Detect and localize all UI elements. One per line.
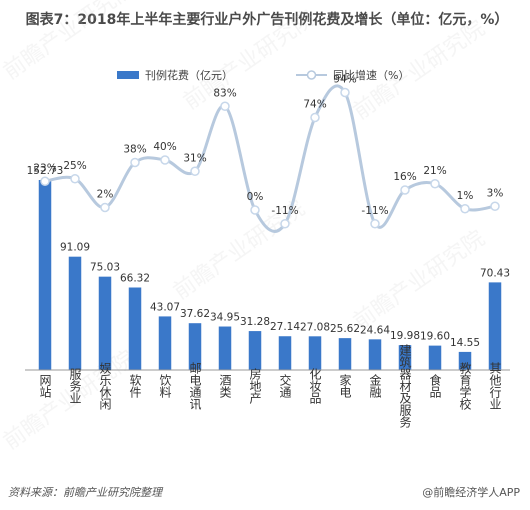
- bar-3: [129, 287, 142, 370]
- bar-value-label-6: 34.95: [210, 312, 240, 324]
- growth-marker-2: [101, 204, 109, 212]
- bar-0: [39, 180, 52, 370]
- legend-bar-label: 刊例花费（亿元）: [145, 68, 233, 82]
- x-tick-label-4: 饮料: [158, 374, 172, 398]
- growth-marker-0: [41, 177, 49, 185]
- bar-value-label-8: 27.14: [270, 321, 300, 333]
- growth-label-6: 83%: [213, 87, 236, 99]
- bar-value-label-12: 19.98: [390, 330, 420, 342]
- growth-marker-15: [491, 202, 499, 210]
- x-tick-label-15: 其他行业: [488, 362, 502, 410]
- growth-line: [45, 86, 495, 232]
- growth-marker-11: [371, 220, 379, 228]
- bar-value-label-1: 91.09: [60, 242, 90, 254]
- watermark-text: 前瞻产业研究院: [349, 226, 490, 335]
- bar-value-label-5: 37.62: [180, 308, 210, 320]
- x-tick-label-12: 建筑器材及服务: [398, 344, 412, 428]
- legend-bar-swatch: [117, 71, 139, 79]
- growth-marker-14: [461, 205, 469, 213]
- growth-label-0: 23%: [33, 162, 56, 174]
- x-tick-label-5: 邮电通讯: [188, 362, 202, 411]
- growth-marker-12: [401, 186, 409, 194]
- growth-label-1: 25%: [63, 160, 86, 172]
- growth-marker-13: [431, 180, 439, 188]
- growth-label-7: 0%: [247, 191, 264, 203]
- bar-13: [429, 346, 442, 370]
- growth-label-4: 40%: [153, 141, 176, 153]
- x-tick-label-2: 娱乐休闲: [98, 362, 112, 410]
- bar-15: [489, 282, 502, 370]
- x-tick-label-1: 服务业: [68, 368, 82, 404]
- bar-value-label-14: 14.55: [450, 337, 480, 349]
- growth-label-5: 31%: [183, 152, 206, 164]
- x-tick-label-10: 家电: [338, 373, 352, 398]
- growth-marker-9: [311, 114, 319, 122]
- bar-value-label-9: 27.08: [300, 321, 330, 333]
- x-tick-label-13: 食品: [428, 373, 442, 398]
- source-note: 资料来源：前瞻产业研究院整理: [8, 484, 162, 500]
- x-tick-label-11: 金融: [368, 373, 382, 399]
- growth-label-2: 2%: [97, 189, 114, 201]
- growth-marker-7: [251, 206, 259, 214]
- watermark-text: 前瞻产业研究院: [179, 6, 320, 115]
- bar-9: [309, 336, 322, 370]
- bar-value-label-13: 19.60: [420, 331, 450, 343]
- legend-line-marker: [308, 71, 316, 79]
- growth-marker-6: [221, 102, 229, 110]
- growth-marker-4: [161, 156, 169, 164]
- growth-marker-10: [341, 89, 349, 97]
- growth-marker-8: [281, 220, 289, 228]
- bar-value-label-3: 66.32: [120, 272, 150, 284]
- x-tick-label-3: 软件: [128, 374, 142, 398]
- bar-value-label-10: 25.62: [330, 323, 360, 335]
- brand-credit: @前瞻经济学人APP: [422, 484, 520, 500]
- bar-value-label-15: 70.43: [480, 267, 510, 279]
- growth-marker-5: [191, 167, 199, 175]
- bar-10: [339, 338, 352, 370]
- growth-marker-1: [71, 175, 79, 183]
- x-tick-label-6: 酒类: [218, 374, 232, 399]
- bar-value-label-11: 24.64: [360, 324, 390, 336]
- bar-6: [219, 327, 232, 370]
- growth-label-9: 74%: [303, 99, 326, 111]
- growth-label-12: 16%: [393, 171, 416, 183]
- x-tick-label-14: 教育学校: [458, 361, 472, 410]
- growth-label-14: 1%: [457, 190, 474, 202]
- x-tick-label-8: 交通: [278, 373, 292, 398]
- growth-marker-3: [131, 159, 139, 167]
- growth-label-13: 21%: [423, 165, 446, 177]
- bar-4: [159, 316, 172, 370]
- bar-value-label-4: 43.07: [150, 301, 180, 313]
- x-tick-label-0: 网站: [38, 374, 52, 398]
- growth-label-15: 3%: [487, 187, 504, 199]
- bar-7: [249, 331, 262, 370]
- growth-label-8: -11%: [271, 205, 298, 217]
- growth-label-11: -11%: [361, 205, 388, 217]
- bar-2: [99, 277, 112, 370]
- bar-value-label-7: 31.28: [240, 316, 270, 328]
- bar-1: [69, 257, 82, 370]
- bar-11: [369, 339, 382, 370]
- bar-value-label-2: 75.03: [90, 262, 120, 274]
- x-tick-label-7: 房地产: [248, 367, 262, 405]
- bar-8: [279, 336, 292, 370]
- x-tick-label-9: 化妆品: [308, 368, 322, 404]
- growth-label-10: 94%: [333, 74, 356, 86]
- growth-label-3: 38%: [123, 144, 146, 156]
